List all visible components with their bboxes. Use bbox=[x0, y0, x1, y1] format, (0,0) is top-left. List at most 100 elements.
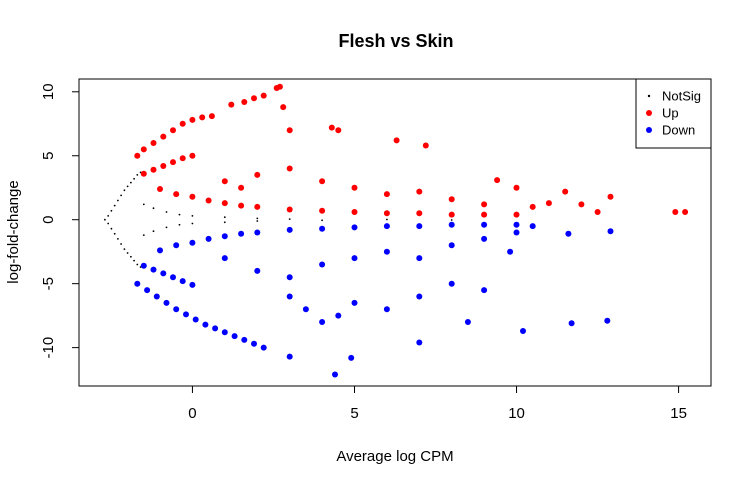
point-up-7 bbox=[199, 114, 206, 121]
point-down-0 bbox=[134, 280, 141, 287]
point-notsig-34 bbox=[223, 221, 226, 224]
point-up-33 bbox=[286, 165, 293, 172]
point-down-29 bbox=[351, 224, 358, 231]
point-up-41 bbox=[241, 99, 248, 105]
point-down-34 bbox=[513, 221, 520, 228]
point-up-19 bbox=[221, 200, 228, 207]
point-down-30 bbox=[383, 223, 390, 230]
point-down-43 bbox=[481, 235, 488, 242]
point-up-18 bbox=[205, 197, 212, 204]
x-tick-label-2: 10 bbox=[508, 405, 525, 422]
point-notsig-25 bbox=[152, 207, 155, 210]
legend-label-up: Up bbox=[662, 106, 679, 121]
point-down-21 bbox=[173, 242, 180, 249]
point-down-12 bbox=[251, 340, 257, 347]
point-up-3 bbox=[160, 133, 167, 140]
point-down-13 bbox=[260, 344, 267, 351]
point-up-30 bbox=[221, 178, 228, 185]
point-notsig-0 bbox=[104, 218, 106, 221]
legend-label-down: Down bbox=[662, 123, 695, 138]
point-down-28 bbox=[319, 225, 326, 232]
x-tick-label-3: 15 bbox=[670, 405, 687, 422]
point-down-47 bbox=[319, 319, 326, 325]
point-up-36 bbox=[383, 191, 390, 198]
point-notsig-36 bbox=[256, 220, 259, 222]
point-notsig-23 bbox=[142, 203, 145, 206]
point-down-32 bbox=[448, 221, 455, 228]
point-up-25 bbox=[383, 210, 390, 217]
point-down-44 bbox=[513, 229, 520, 236]
point-up-34 bbox=[319, 178, 326, 185]
point-notsig-35 bbox=[256, 217, 259, 220]
point-down-33 bbox=[481, 221, 488, 228]
point-down-62 bbox=[607, 228, 614, 235]
point-notsig-31 bbox=[191, 215, 194, 217]
point-down-10 bbox=[231, 333, 238, 340]
point-down-4 bbox=[173, 306, 180, 313]
point-down-48 bbox=[335, 312, 342, 319]
point-down-54 bbox=[286, 353, 293, 360]
point-up-42 bbox=[251, 95, 257, 102]
point-down-63 bbox=[565, 230, 572, 237]
point-notsig-24 bbox=[142, 234, 145, 237]
point-down-16 bbox=[160, 270, 167, 277]
point-down-17 bbox=[170, 274, 176, 281]
legend: NotSig Up Down bbox=[635, 78, 712, 149]
point-up-2 bbox=[150, 140, 157, 146]
point-up-39 bbox=[481, 201, 488, 208]
point-down-38 bbox=[319, 261, 326, 268]
points-layer bbox=[104, 83, 689, 378]
point-notsig-7 bbox=[117, 199, 119, 202]
point-down-6 bbox=[192, 316, 199, 323]
point-up-46 bbox=[280, 104, 287, 111]
point-up-16 bbox=[173, 191, 180, 198]
point-up-6 bbox=[189, 116, 196, 123]
point-down-18 bbox=[179, 278, 186, 285]
y-tick-label-0: -10 bbox=[40, 337, 57, 359]
point-notsig-15 bbox=[130, 181, 132, 184]
point-up-35 bbox=[351, 184, 358, 191]
point-up-8 bbox=[208, 113, 215, 120]
point-up-10 bbox=[150, 166, 157, 173]
x-axis: 0 5 10 15 bbox=[188, 385, 687, 422]
point-down-22 bbox=[189, 239, 196, 246]
point-down-19 bbox=[189, 281, 196, 288]
point-up-43 bbox=[260, 92, 267, 99]
point-down-26 bbox=[254, 229, 261, 236]
point-notsig-4 bbox=[110, 227, 113, 230]
point-up-38 bbox=[448, 196, 455, 203]
x-tick-label-1: 5 bbox=[350, 405, 358, 422]
point-up-52 bbox=[494, 177, 501, 184]
point-up-28 bbox=[481, 211, 488, 218]
point-up-31 bbox=[238, 184, 245, 191]
point-up-32 bbox=[254, 171, 261, 178]
point-notsig-13 bbox=[126, 185, 129, 188]
point-notsig-38 bbox=[321, 219, 323, 222]
point-down-15 bbox=[150, 266, 157, 273]
point-down-52 bbox=[448, 280, 455, 287]
point-notsig-40 bbox=[450, 219, 453, 221]
point-down-25 bbox=[238, 230, 245, 237]
point-up-9 bbox=[140, 170, 147, 177]
point-down-61 bbox=[604, 317, 611, 324]
point-notsig-5 bbox=[113, 204, 116, 207]
point-down-2 bbox=[153, 293, 160, 300]
point-down-36 bbox=[254, 267, 261, 274]
point-down-59 bbox=[520, 328, 526, 334]
point-up-26 bbox=[416, 210, 423, 217]
point-down-41 bbox=[416, 255, 423, 262]
point-down-55 bbox=[332, 371, 338, 378]
point-notsig-28 bbox=[165, 226, 168, 229]
point-notsig-30 bbox=[178, 223, 181, 226]
y-tick-label-3: 5 bbox=[40, 152, 57, 160]
point-notsig-27 bbox=[165, 211, 168, 213]
point-down-27 bbox=[286, 226, 293, 233]
y-tick-label-4: 10 bbox=[40, 83, 57, 100]
point-up-48 bbox=[328, 124, 335, 131]
point-down-31 bbox=[416, 223, 423, 230]
point-notsig-26 bbox=[152, 230, 155, 233]
point-notsig-18 bbox=[133, 259, 136, 262]
point-notsig-14 bbox=[126, 252, 129, 254]
point-down-14 bbox=[140, 262, 147, 269]
